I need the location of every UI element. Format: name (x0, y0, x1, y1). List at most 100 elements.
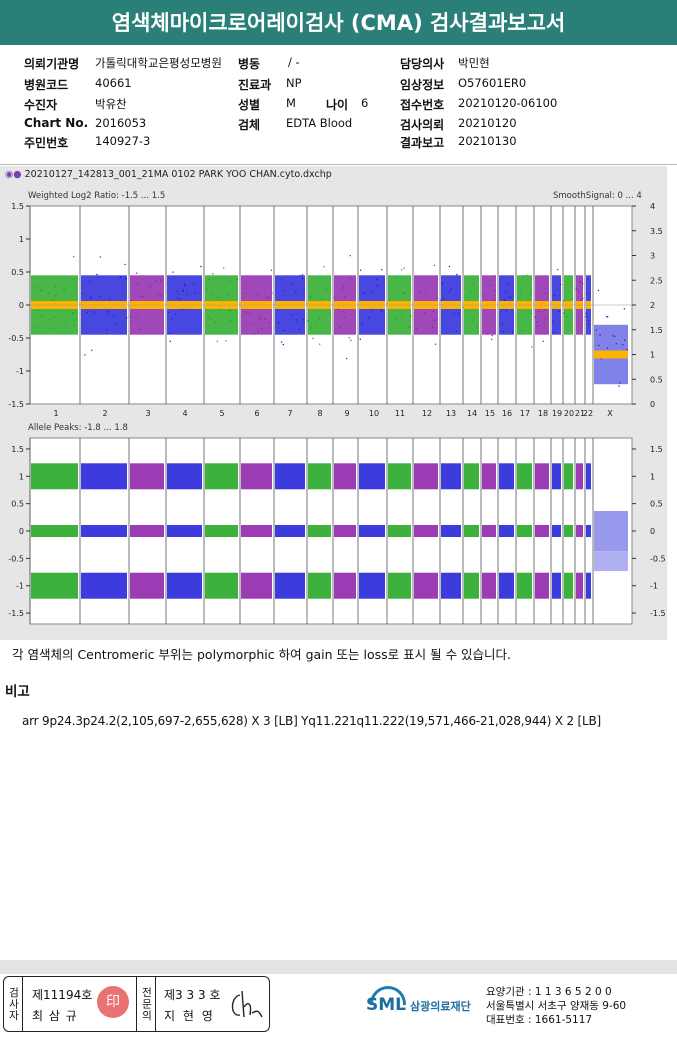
log2-point (212, 294, 214, 296)
log2-point (537, 325, 539, 328)
chrom-X-allele-band (594, 511, 628, 551)
log2-point (172, 271, 174, 273)
top-left-tick-label: -0.5 (8, 334, 24, 343)
dept-value: NP (286, 76, 302, 90)
log2-point (91, 296, 93, 298)
chrom-18-allele-band (535, 463, 549, 490)
foundation-line-3: 대표번호 : 1661-5117 (486, 1014, 593, 1026)
plot-file-bar: ◉● 20210127_142813_001_21MA 0102 PARK YO… (5, 169, 332, 180)
chrom-5-allele-band (205, 572, 238, 599)
chrom-11-allele-band (388, 525, 411, 537)
pin-icon: ◉● (5, 169, 22, 180)
log2-point (249, 312, 251, 314)
log2-point (380, 309, 382, 311)
log2-point (257, 330, 259, 333)
log2-point (64, 321, 66, 324)
log2-point (142, 296, 145, 298)
chrom-1-allele-band (31, 572, 78, 599)
request-value: 20210120 (458, 116, 517, 130)
log2-point (544, 292, 547, 295)
chrom-8-allele-band (308, 572, 331, 599)
log2-point (208, 279, 210, 281)
bottom-right-tick-label: -0.5 (650, 554, 666, 563)
log2-point (181, 308, 183, 311)
log2-point (53, 316, 55, 319)
log2-point (63, 316, 65, 319)
log2-point (150, 285, 153, 287)
log2-point (597, 289, 600, 292)
log2-point (282, 343, 285, 346)
log2-point (291, 282, 293, 285)
log2-point (400, 269, 403, 271)
chrom-label-7: 7 (287, 409, 292, 418)
log2-point (182, 290, 184, 293)
top-right-tick-label: 4 (650, 202, 655, 211)
log2-point (522, 275, 525, 277)
log2-point (579, 280, 582, 283)
log2-point (96, 273, 98, 276)
bottom-left-tick-label: 0 (19, 527, 24, 536)
log2-point (432, 326, 434, 329)
top-right-tick-label: 0 (650, 400, 655, 409)
log2-point (501, 322, 503, 325)
expert-label-text: 전문의 (140, 986, 153, 1022)
log2-point (448, 291, 451, 293)
chrom-16-allele-band (499, 572, 514, 599)
result-text: arr 9p24.3p24.2(2,105,697-2,655,628) X 3… (22, 714, 601, 728)
log2-point (137, 283, 139, 285)
bottom-right-tick-label: -1 (650, 582, 658, 591)
chrom-1-allele-band (31, 463, 78, 490)
chrom-6-allele-band (241, 525, 272, 537)
log2-point (544, 318, 546, 320)
chrom-9-allele-band (334, 525, 356, 537)
log2-point (54, 286, 56, 288)
log2-point (563, 312, 565, 314)
log2-point (544, 309, 546, 311)
log2-point (249, 322, 252, 325)
log2-point (217, 296, 219, 298)
chrom-label-15: 15 (485, 409, 495, 418)
log2-point (268, 297, 270, 300)
log2-point (186, 293, 188, 295)
chrom-label-4: 4 (182, 409, 187, 418)
log2-point (205, 288, 208, 291)
log2-point (99, 256, 102, 258)
hospital-code-value: 40661 (95, 76, 132, 90)
log2-point (223, 267, 225, 269)
bottom-right-tick-label: 1.5 (650, 445, 663, 454)
tester-number: 제11194호 (32, 988, 93, 1002)
chrom-label-22: 22 (583, 409, 593, 418)
chrom-label-10: 10 (369, 409, 379, 418)
log2-point (299, 274, 301, 277)
log2-point (401, 313, 403, 316)
log2-point (257, 293, 259, 295)
log2-point (530, 293, 532, 296)
log2-point (415, 327, 418, 330)
plot-filename: 20210127_142813_001_21MA 0102 PARK YOO C… (24, 169, 332, 180)
log2-point (228, 279, 231, 282)
clinical-label: 임상정보 (400, 78, 445, 92)
chrom-15-allele-band (482, 525, 496, 537)
log2-point (302, 277, 304, 280)
log2-point (442, 297, 445, 299)
log2-point (531, 346, 533, 348)
log2-point (200, 265, 202, 268)
log2-point (160, 295, 162, 297)
log2-point (342, 311, 344, 313)
log2-point (86, 311, 88, 314)
log2-point (266, 296, 268, 298)
log2-point (457, 312, 460, 314)
top-left-tick-label: 0.5 (11, 268, 24, 277)
log2-point (176, 297, 179, 300)
id-label: 주민번호 (24, 136, 69, 150)
top-left-tick-label: 0 (19, 301, 24, 310)
log2-point (298, 328, 300, 330)
log2-point (402, 291, 405, 294)
log2-point (312, 337, 314, 340)
institution-label: 의뢰기관명 (24, 57, 80, 71)
log2-point (505, 291, 507, 293)
top-right-tick-label: 3.5 (650, 227, 663, 236)
log2-point (494, 289, 496, 292)
log2-point (136, 272, 138, 274)
log2-point (371, 291, 373, 293)
